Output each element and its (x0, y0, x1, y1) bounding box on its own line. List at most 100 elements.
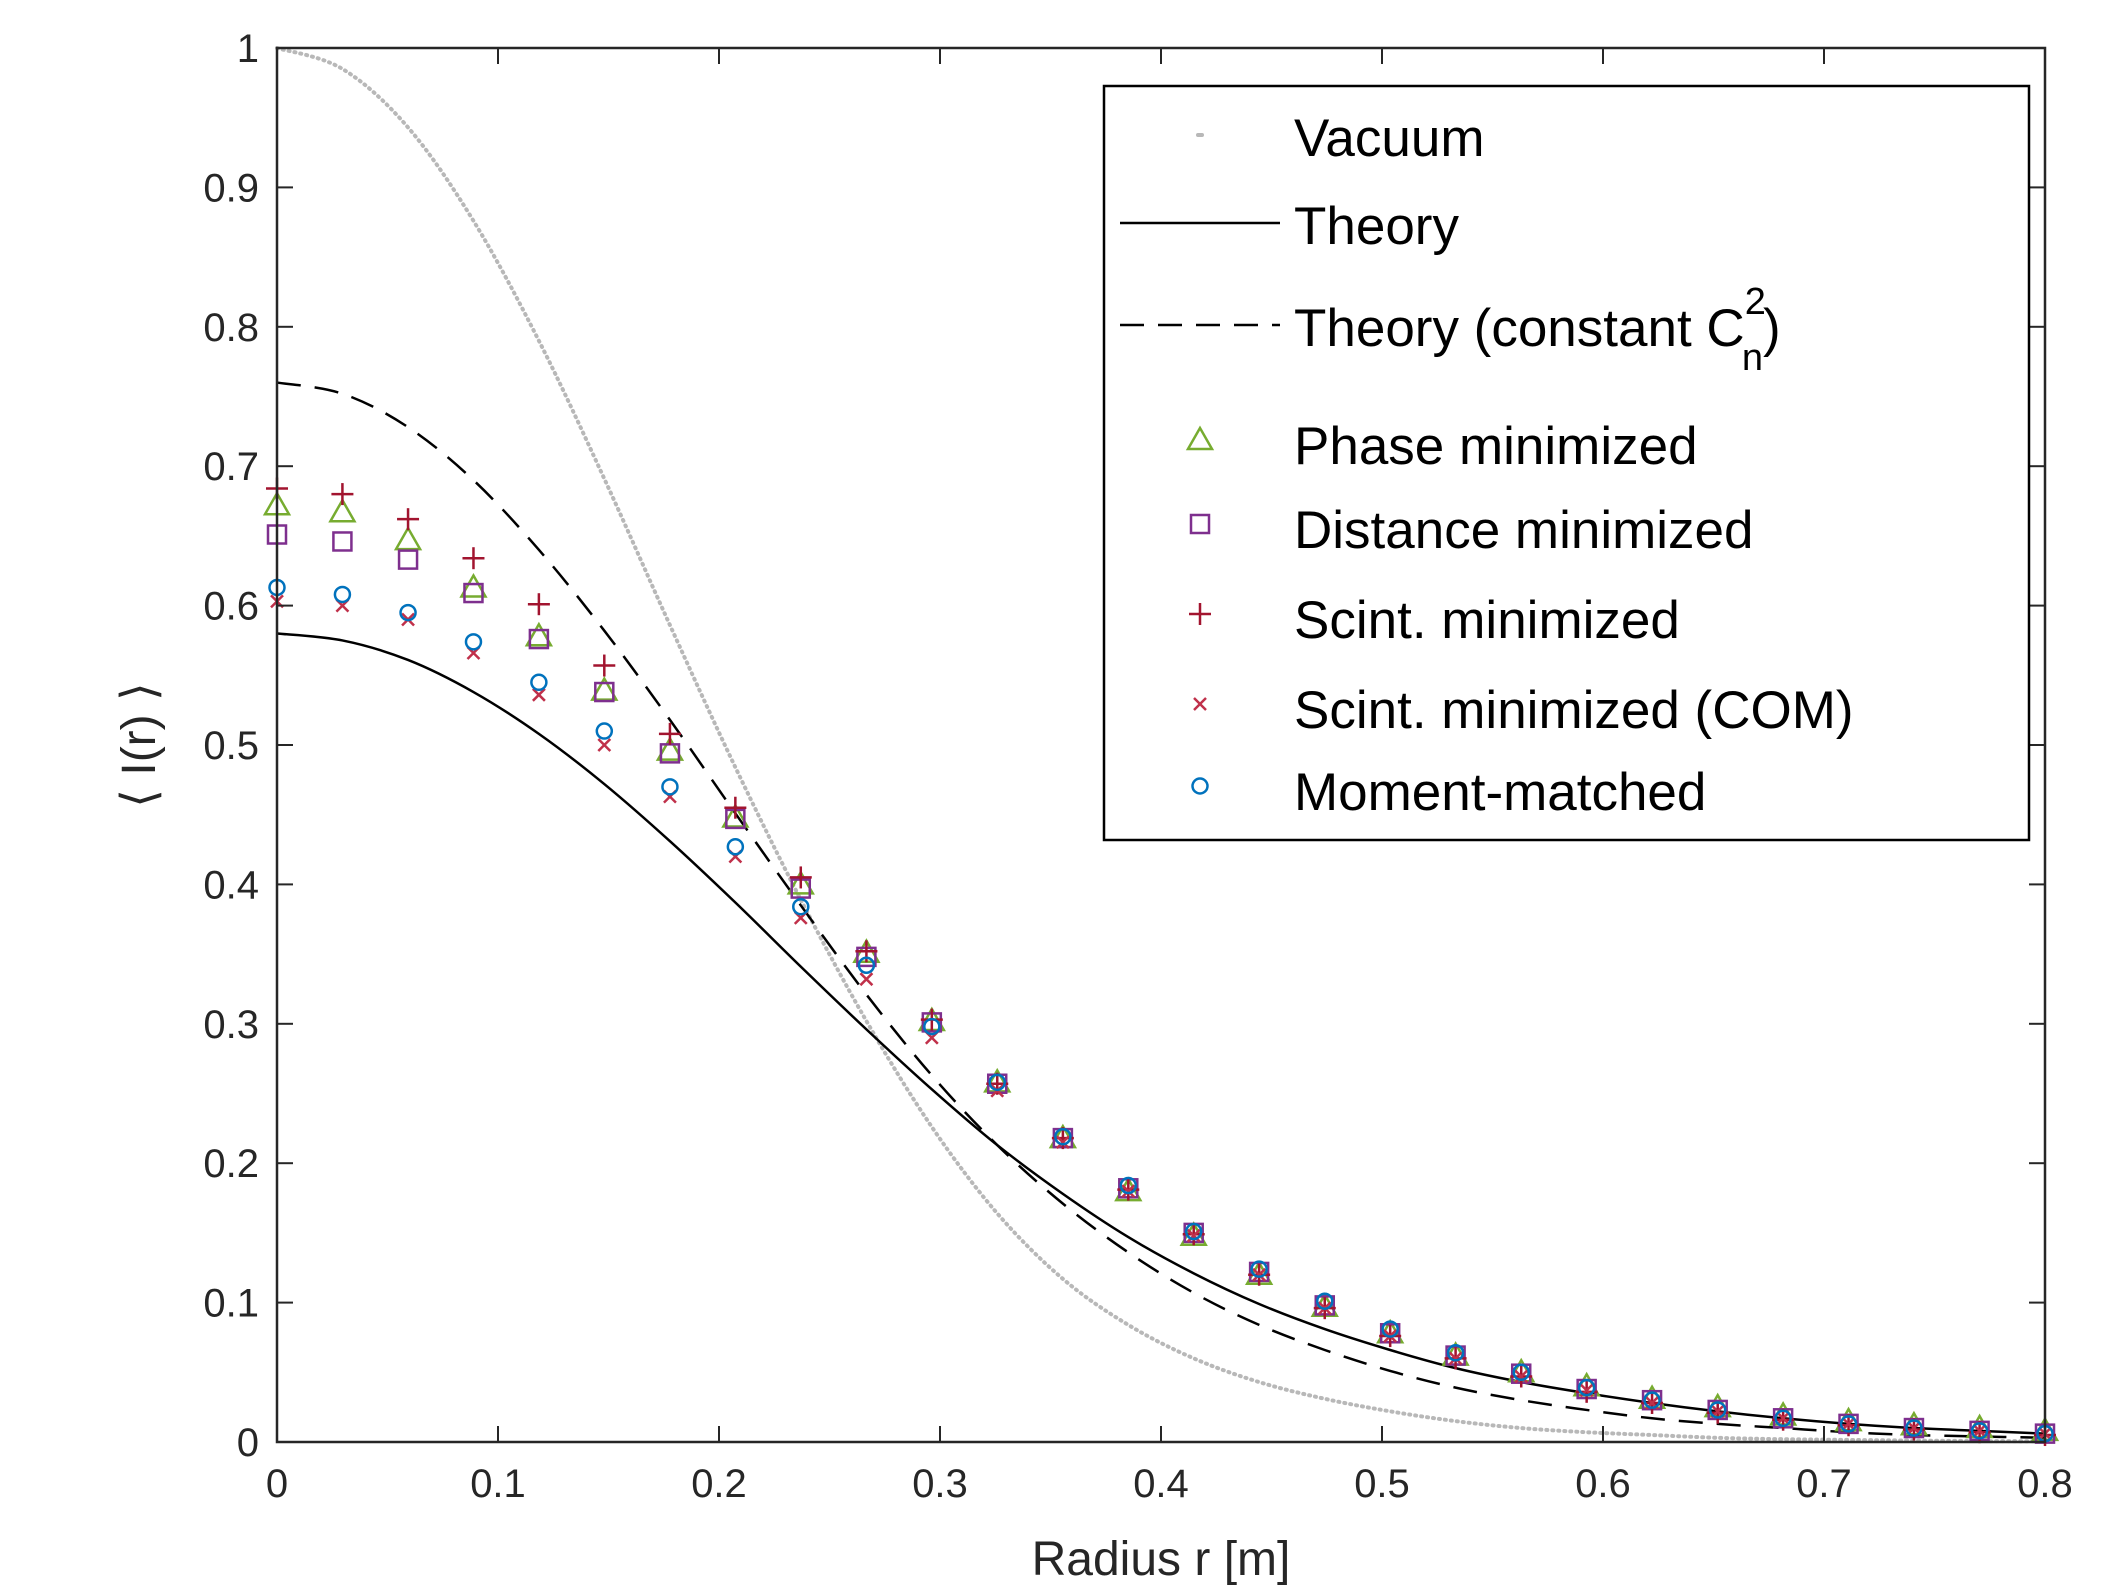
data-point-phase-minimized (328, 497, 357, 523)
data-point-scint-minimized-com (1121, 1184, 1136, 1198)
marker-stroke (1776, 1411, 1790, 1426)
data-point-moment-matched (1839, 1415, 1858, 1433)
data-point-moment-matched (1250, 1260, 1268, 1278)
marker-stroke (1907, 1421, 1921, 1435)
data-point-phase-minimized (524, 621, 554, 647)
legend-label-end: ) (1763, 299, 1781, 358)
legend-label-moment-matched: Moment-matched (1294, 763, 1706, 822)
data-point-moment-matched (661, 778, 679, 796)
data-point-moment-matched (530, 673, 548, 692)
legend-swatch-scint-minimized (1189, 603, 1211, 625)
data-point-scint-minimized-com (1907, 1421, 1921, 1435)
data-point-scint-minimized-com (1252, 1267, 1267, 1282)
y-tick-label: 0 (237, 1421, 259, 1465)
data-point-moment-matched (333, 585, 352, 604)
data-point-phase-minimized (721, 802, 750, 828)
legend-label-scint-minimized: Scint. minimized (1294, 591, 1680, 650)
data-point-moment-matched (595, 722, 614, 740)
x-tick-label: 0.6 (1575, 1462, 1631, 1506)
marker-stroke (1514, 1369, 1529, 1384)
x-axis-title: Radius r [m] (1032, 1533, 1291, 1586)
data-point-moment-matched (1184, 1222, 1203, 1241)
legend-label-theory-constant-c: Theory (constant C2 n) (1294, 281, 1781, 379)
marker-stroke (1121, 1184, 1136, 1198)
data-point-moment-matched (1446, 1344, 1465, 1362)
ticks: 0 0.1 0.2 0.3 0.4 0.5 0.6 0.7 0.8 0 0.1 0.2 0.3 0.4 0.… (203, 27, 2072, 1506)
legend-label-text: Theory (constant C (1294, 299, 1745, 358)
marker-stroke (1193, 697, 1207, 711)
data-point-scint-minimized-com (1186, 1228, 1201, 1243)
x-tick-label: 0.7 (1796, 1462, 1852, 1506)
data-point-phase-minimized (590, 676, 619, 701)
legend-label-text: Moment-matched (1294, 763, 1706, 822)
legend-label-vacuum: Vacuum (1294, 109, 1485, 168)
data-point-scint-minimized-com (1448, 1351, 1463, 1366)
data-point-distance-minimized (332, 531, 353, 552)
data-point-phase-minimized (655, 736, 685, 761)
data-point-scint-minimized (789, 866, 812, 889)
data-point-moment-matched (923, 1017, 941, 1036)
axes-box (275, 46, 2047, 1444)
data-point-phase-minimized (393, 525, 423, 551)
legend-label-distance-minimized: Distance minimized (1294, 501, 1753, 560)
data-point-moment-matched (1119, 1176, 1138, 1195)
data-point-scint-minimized-com (1514, 1369, 1529, 1384)
data-point-scint-minimized-com (597, 738, 612, 752)
data-point-distance-minimized (397, 549, 419, 570)
x-tick-label: 0.3 (912, 1462, 968, 1506)
data-point-moment-matched (1512, 1363, 1530, 1382)
legend-swatch-moment-matched (1191, 777, 1209, 795)
marker-stroke (1055, 1135, 1070, 1150)
data-point-scint-minimized-com (532, 687, 546, 702)
y-tick-label: 0.2 (203, 1142, 259, 1186)
data-point-scint-minimized-com (1841, 1416, 1856, 1431)
legend-swatch-scint-minimized-com (1193, 697, 1207, 711)
data-point-scint-minimized (331, 483, 354, 506)
data-point-moment-matched (1316, 1292, 1334, 1310)
data-point-scint-minimized (724, 796, 747, 819)
data-point-distance-minimized (594, 681, 615, 703)
data-point-distance-minimized (528, 628, 550, 650)
data-point-scint-minimized (658, 722, 681, 745)
series-line-vacuum (275, 46, 2047, 1444)
legend-swatch-phase-minimized (1185, 425, 1215, 451)
legend-label-text: Distance minimized (1294, 501, 1753, 560)
legend-box (1102, 84, 2031, 842)
data-point-moment-matched (988, 1073, 1006, 1092)
y-tick-label: 0.8 (203, 306, 259, 350)
data-point-distance-minimized (463, 582, 484, 604)
data-point-moment-matched (1054, 1127, 1072, 1146)
y-tick-label: 0.4 (203, 863, 259, 907)
plot-area (262, 46, 2060, 1447)
data-point-scint-minimized-com (1055, 1135, 1070, 1150)
data-point-moment-matched (726, 838, 745, 856)
data-point-moment-matched (464, 633, 483, 651)
legend-label-scint-minimized-com: Scint. minimized (COM) (1294, 681, 1854, 740)
data-point-phase-minimized (459, 572, 488, 598)
data-point-moment-matched (1381, 1320, 1399, 1338)
data-point-moment-matched (1774, 1409, 1792, 1428)
legend-label-text: Theory (1294, 197, 1459, 256)
legend-label-subscript: n (1742, 337, 1763, 379)
data-point-scint-minimized-com (1972, 1423, 1987, 1438)
series-points-moment-matched (268, 578, 2054, 1443)
data-point-scint-minimized (462, 547, 485, 570)
y-tick-label: 0.7 (203, 445, 259, 489)
legend-label-text: Vacuum (1294, 109, 1485, 168)
legend-label-theory: Theory (1294, 197, 1459, 256)
x-tick-label: 0.1 (470, 1462, 526, 1506)
y-tick-label: 0.3 (203, 1003, 259, 1047)
marker-stroke (1252, 1267, 1267, 1282)
legend-label-text: Phase minimized (1294, 417, 1698, 476)
data-point-moment-matched (399, 603, 417, 622)
y-tick-label: 0.1 (203, 1282, 259, 1326)
legend-label-superscript: 2 (1745, 281, 1766, 323)
data-point-scint-minimized-com (859, 972, 874, 987)
data-point-scint-minimized (397, 508, 420, 531)
data-point-moment-matched (857, 956, 876, 975)
marker-stroke (1186, 1228, 1201, 1243)
x-tick-label: 0.4 (1133, 1462, 1189, 1506)
data-point-moment-matched (1577, 1378, 1596, 1397)
data-point-moment-matched (1708, 1401, 1727, 1419)
y-tick-label: 0.5 (203, 724, 259, 768)
